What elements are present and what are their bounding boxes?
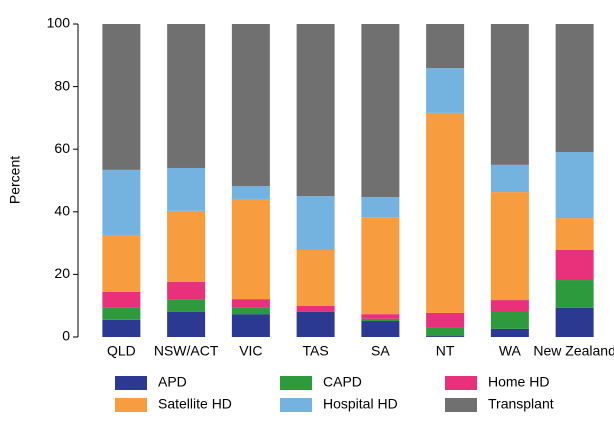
- bar-segment: [426, 112, 465, 313]
- y-axis-label: Percent: [7, 156, 23, 204]
- y-tick-label: 40: [54, 203, 70, 219]
- legend-label: Home HD: [488, 374, 549, 390]
- legend-label: Satellite HD: [158, 396, 232, 412]
- bar-segment: [296, 311, 335, 312]
- bar-segment: [361, 318, 400, 322]
- bar-segment: [426, 312, 465, 328]
- bar-segment: [426, 24, 465, 69]
- bar-segment: [490, 192, 529, 301]
- bar-segment: [167, 24, 206, 168]
- y-tick-label: 0: [62, 328, 70, 344]
- bar-segment: [102, 234, 141, 292]
- bar-segment: [361, 197, 400, 218]
- bar-segment: [361, 321, 400, 337]
- bar-segment: [490, 311, 529, 329]
- bar-segment: [490, 328, 529, 337]
- bar-segment: [102, 169, 141, 235]
- x-tick-label: TAS: [303, 343, 329, 359]
- bar-segment: [490, 24, 529, 165]
- legend-label: Hospital HD: [323, 396, 398, 412]
- bar-segment: [102, 291, 141, 308]
- bar-segment: [231, 307, 270, 315]
- bar-segment: [167, 167, 206, 211]
- legend-label: APD: [158, 374, 187, 390]
- y-tick-label: 60: [54, 140, 70, 156]
- legend-swatch: [280, 376, 312, 390]
- bar-segment: [231, 198, 270, 300]
- bar-segment: [231, 299, 270, 308]
- bar-segment: [426, 68, 465, 113]
- x-tick-label: WA: [499, 343, 522, 359]
- legend-swatch: [445, 376, 477, 390]
- bar-segment: [102, 319, 141, 337]
- bar-segment: [555, 280, 594, 308]
- bar-segment: [361, 217, 400, 315]
- x-tick-label: NSW/ACT: [154, 343, 219, 359]
- bar-segment: [167, 299, 206, 312]
- bar-segment: [167, 281, 206, 300]
- bar-segment: [555, 152, 594, 219]
- bar-segment: [296, 196, 335, 250]
- x-tick-label: NT: [436, 343, 455, 359]
- bar-segment: [296, 249, 335, 307]
- legend-swatch: [115, 376, 147, 390]
- y-tick-label: 100: [47, 15, 71, 31]
- bar-segment: [296, 24, 335, 197]
- bar-segment: [555, 218, 594, 250]
- x-tick-label: New Zealand: [533, 343, 614, 359]
- bar-segment: [231, 24, 270, 187]
- x-tick-label: VIC: [239, 343, 262, 359]
- bar-segment: [361, 24, 400, 198]
- bar-segment: [555, 307, 594, 337]
- legend-swatch: [445, 398, 477, 412]
- legend-label: Transplant: [488, 396, 554, 412]
- y-tick-label: 80: [54, 77, 70, 93]
- y-tick-label: 20: [54, 265, 70, 281]
- bar-segment: [102, 24, 141, 170]
- bar-segment: [231, 314, 270, 337]
- bar-segment: [102, 307, 141, 320]
- bar-segment: [167, 311, 206, 337]
- legend-label: CAPD: [323, 374, 362, 390]
- legend-swatch: [280, 398, 312, 412]
- bar-segment: [555, 249, 594, 281]
- x-tick-label: QLD: [107, 343, 136, 359]
- x-tick-label: SA: [371, 343, 390, 359]
- bar-segment: [490, 300, 529, 312]
- bar-segment: [167, 210, 206, 282]
- bar-segment: [231, 186, 270, 199]
- bar-segment: [426, 327, 465, 337]
- bar-segment: [361, 314, 400, 319]
- legend-swatch: [115, 398, 147, 412]
- bar-segment: [296, 306, 335, 312]
- bar-segment: [296, 311, 335, 337]
- bar-segment: [490, 164, 529, 193]
- bar-segment: [426, 336, 465, 337]
- bar-segment: [555, 24, 594, 153]
